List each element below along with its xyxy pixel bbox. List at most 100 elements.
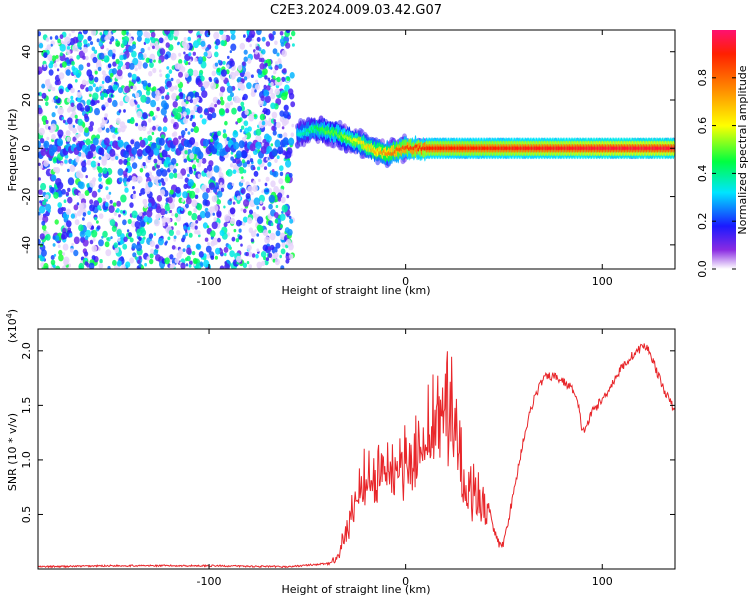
- spectrogram-cell: [94, 107, 100, 116]
- spectrogram-cell: [243, 169, 247, 174]
- spectrogram-cell: [171, 158, 177, 165]
- spectrogram-cell: [211, 70, 217, 77]
- spectrogram-cell: [180, 168, 187, 176]
- spectrogram-cell: [159, 69, 162, 73]
- spectrogram-cell: [265, 176, 270, 182]
- spectrogram-cell: [153, 158, 158, 164]
- spectrogram-cell: [147, 149, 154, 158]
- spectrogram-cell: [107, 97, 112, 103]
- spectrogram-cell: [177, 63, 184, 71]
- spectrogram-cell: [229, 50, 232, 54]
- spectrogram-cell: [246, 160, 250, 165]
- spectrogram-cell: [202, 192, 209, 201]
- spectrogram-cell: [63, 259, 69, 266]
- spectrogram-cell: [112, 99, 118, 108]
- spectrogram-cell: [38, 162, 41, 166]
- spectrogram-cell: [189, 137, 196, 146]
- spectrogram-cell: [239, 42, 246, 50]
- spectrogram-cell: [275, 204, 279, 209]
- spectrogram-cell: [178, 135, 182, 140]
- spectrogram-cell: [38, 107, 43, 115]
- spectrogram-cell: [264, 95, 271, 103]
- spectrogram-cell: [91, 245, 98, 253]
- spectrogram-cell: [225, 102, 231, 110]
- spectrogram-cell: [199, 210, 206, 219]
- spectrogram-cell: [229, 60, 235, 67]
- spectrogram-cell: [285, 252, 289, 256]
- spectrogram-cell: [39, 164, 44, 170]
- spectrogram-cell: [238, 166, 245, 174]
- spectrogram-cell: [190, 114, 194, 119]
- spectrogram-cell: [174, 257, 180, 264]
- spectrogram-cell: [265, 157, 269, 161]
- spectrogram-cell: [58, 88, 64, 95]
- spectrogram-cell: [115, 58, 120, 64]
- spectrogram-cell: [208, 182, 215, 191]
- spectrogram-cell: [258, 178, 261, 183]
- spectrogram-cell: [213, 165, 220, 173]
- spectrogram-cell: [331, 141, 337, 149]
- spectrogram-cell: [277, 197, 282, 202]
- spectrogram-cell: [274, 158, 278, 163]
- spectrogram-cell: [167, 32, 174, 41]
- spectrogram-cell: [72, 127, 77, 134]
- spectrogram-cell: [98, 262, 104, 269]
- spectrogram-cell: [216, 68, 221, 73]
- spectrogram-cell: [203, 259, 210, 268]
- spectrogram-cell: [94, 76, 99, 83]
- spectrogram-cell: [78, 181, 85, 190]
- spectrogram-cell: [78, 262, 85, 269]
- spectrogram-cell: [220, 96, 224, 101]
- spectrogram-cell: [53, 62, 58, 68]
- spectrogram-cell: [165, 240, 168, 244]
- spectrogram-cell: [184, 203, 189, 209]
- snr-frame: [37, 328, 676, 570]
- spectrogram-cell: [210, 102, 214, 107]
- spectrogram-cell: [245, 251, 249, 257]
- spectrogram-cell: [66, 59, 70, 65]
- spectrogram-cell: [58, 254, 64, 262]
- spectrogram-cell: [187, 131, 191, 135]
- spectrogram-cell: [81, 152, 86, 158]
- spectrogram-cell: [76, 91, 82, 98]
- spectrogram-cell: [271, 125, 276, 131]
- spectrogram-cell: [123, 236, 128, 243]
- spectrogram-cell: [122, 170, 128, 177]
- spectrogram-cell: [285, 42, 291, 49]
- spectrogram-cell: [38, 177, 41, 181]
- spectrogram-cell: [213, 217, 217, 222]
- spectrogram-cell: [41, 249, 47, 257]
- spectrogram-cell: [67, 196, 73, 204]
- spectrogram-cell: [78, 64, 84, 71]
- spectrogram-cell: [38, 248, 42, 256]
- spectrogram-cell: [67, 168, 70, 173]
- spectrogram-cell: [97, 100, 100, 104]
- spectrogram-cell: [65, 191, 70, 197]
- spectrogram-cell: [226, 82, 230, 87]
- spectrogram-cell: [142, 112, 148, 120]
- spectrogram-cell: [229, 217, 236, 225]
- spectrogram-cell: [86, 62, 91, 67]
- spectrogram-cell: [281, 242, 286, 248]
- spectrogram-cell: [112, 134, 116, 139]
- spectrogram-cell: [220, 69, 227, 77]
- spectrogram-cell: [92, 56, 98, 64]
- spectrogram-cell: [194, 141, 199, 147]
- spectrogram-cell: [237, 170, 240, 174]
- spectrogram-cell: [206, 253, 211, 259]
- spectrogram-cell: [111, 55, 116, 60]
- spectrogram-cell: [118, 109, 122, 113]
- spectrogram-cell: [88, 125, 94, 132]
- spectrogram-cell: [173, 238, 177, 242]
- spectrogram-cell: [286, 194, 290, 199]
- spectrogram-cell: [109, 73, 114, 78]
- spectrogram-cell: [116, 229, 122, 236]
- spectrogram-cell: [138, 236, 142, 242]
- spectrogram-cell: [149, 58, 153, 64]
- spectrogram-cell: [161, 181, 166, 186]
- spectrogram-cell: [149, 253, 154, 259]
- spectrogram-cell: [217, 59, 221, 64]
- spectrogram-cell: [278, 133, 283, 139]
- spectrogram-cell: [40, 138, 45, 144]
- spectrogram-cell: [194, 91, 200, 99]
